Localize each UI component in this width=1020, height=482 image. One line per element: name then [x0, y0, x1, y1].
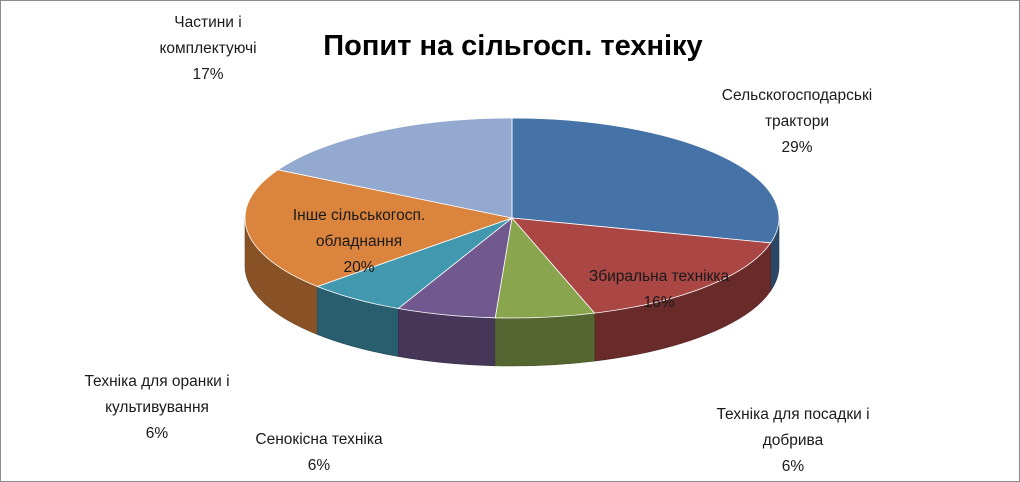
slice-category-label: Техніка для оранки і: [84, 373, 229, 390]
slice-value-label: 29%: [781, 139, 812, 156]
slice-category-label: комплектуючі: [159, 40, 256, 57]
slice-category-label: культивування: [105, 399, 209, 416]
slice-label-6: Інше сільськогосп. обладнання 20%: [293, 207, 425, 276]
slice-label-2: Збиральна технікка 16%: [589, 268, 730, 311]
slice-category-label: Частини і: [174, 14, 241, 31]
slice-label-3: Техніка для посадки і добрива 6%: [716, 406, 869, 475]
pie-slice-2: [511, 217, 772, 314]
slice-category-label: Збиральна технікка: [589, 268, 730, 285]
slice-value-label: 6%: [146, 425, 169, 442]
slice-value-label: 16%: [643, 294, 674, 311]
slice-label-7: Частини і комплектуючі 17%: [159, 14, 256, 83]
slice-category-label: Сельскогосподарські: [722, 87, 872, 104]
pie-slice-side-3: [494, 312, 595, 367]
slice-category-label: Техніка для посадки і: [716, 406, 869, 423]
slice-category-label: добрива: [763, 432, 824, 449]
slice-category-label: Сенокісна техніка: [255, 431, 383, 448]
pie-slice-6: [244, 169, 514, 287]
pie-slice-7: [277, 117, 513, 219]
slice-category-label: Інше сільськогосп.: [293, 207, 425, 224]
slice-category-label: обладнання: [316, 233, 402, 250]
slice-label-5: Техніка для оранки і культивування 6%: [84, 373, 229, 442]
pie-slice-1: [511, 117, 780, 244]
slice-value-label: 6%: [308, 457, 331, 474]
slice-value-label: 6%: [782, 458, 805, 475]
chart-title: Попит на сільгосп. техніку: [323, 30, 702, 62]
slice-category-label: трактори: [765, 113, 829, 130]
slice-value-label: 17%: [192, 66, 223, 83]
slice-value-label: 20%: [343, 259, 374, 276]
slice-label-1: Сельскогосподарські трактори 29%: [722, 87, 872, 156]
slice-label-4: Сенокісна техніка 6%: [255, 431, 383, 474]
